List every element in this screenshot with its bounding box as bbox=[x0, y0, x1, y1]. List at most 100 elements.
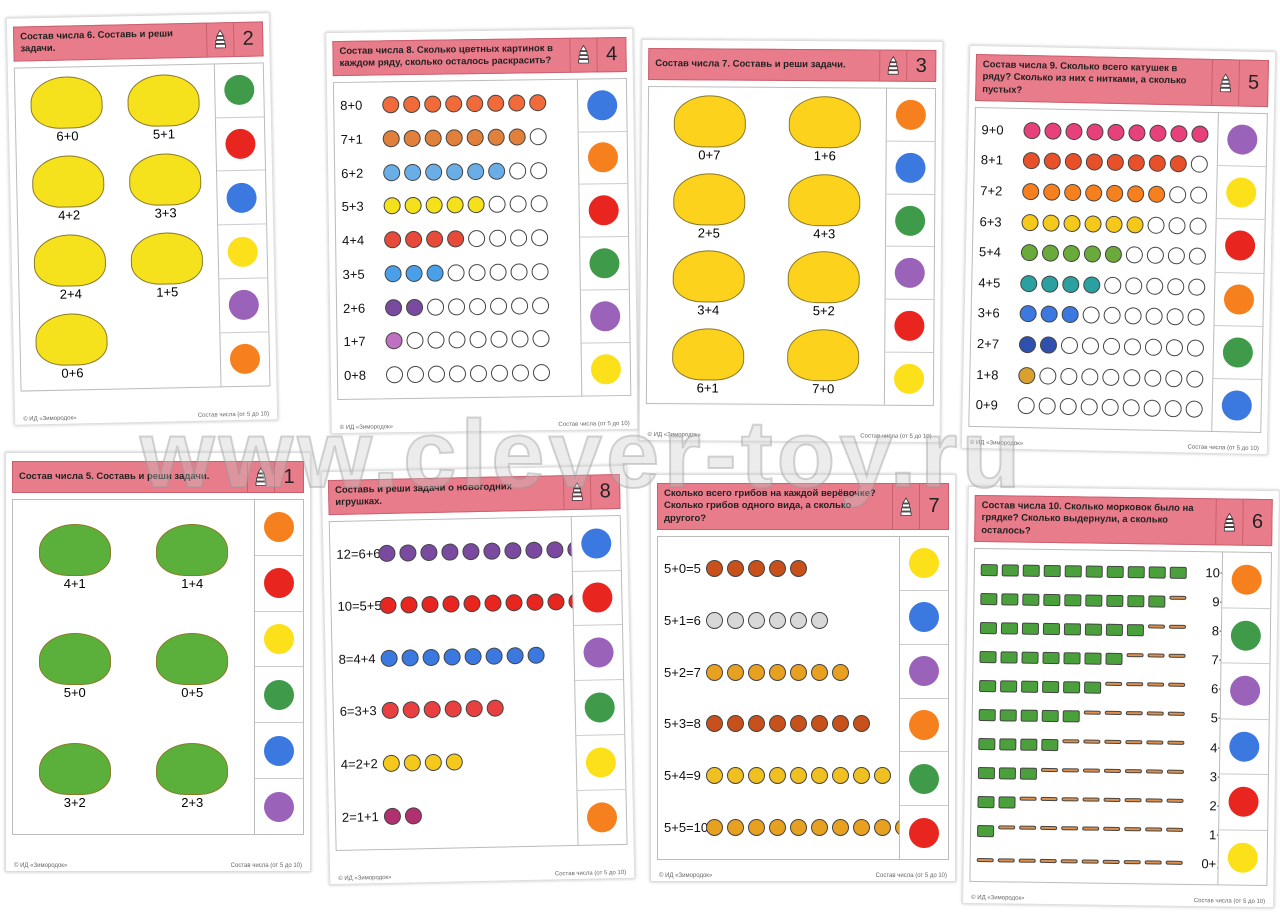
flower-picture bbox=[31, 154, 105, 208]
picture-item bbox=[1083, 245, 1102, 263]
row-items bbox=[978, 708, 1185, 724]
picture-item bbox=[1061, 797, 1079, 802]
row-items bbox=[706, 663, 893, 681]
picture-item bbox=[427, 365, 446, 383]
equation-label: 5+0 bbox=[63, 685, 86, 701]
color-cell bbox=[580, 289, 630, 344]
equation-label: 3+7 bbox=[1209, 768, 1223, 785]
row-items bbox=[382, 94, 571, 114]
card-2: Состав числа 6. Составь и реши задачи. 2 6… bbox=[5, 12, 279, 426]
picture-item bbox=[467, 196, 485, 214]
picture-item bbox=[1125, 246, 1144, 264]
picture-item bbox=[530, 195, 548, 213]
picture-row: 10+0 bbox=[980, 562, 1222, 581]
equation-label: 5+5=10 bbox=[664, 819, 709, 835]
equation-label: 1+6 bbox=[813, 148, 836, 164]
yellow-circle bbox=[264, 624, 294, 655]
yellow-circle bbox=[893, 363, 925, 394]
publisher-label: © ИД «Зимородок» bbox=[14, 863, 68, 869]
picture-item bbox=[1063, 651, 1081, 665]
picture-item bbox=[1122, 399, 1140, 417]
picture-item bbox=[1022, 564, 1040, 577]
card-number: 6 bbox=[1242, 499, 1272, 546]
card-header: Сколько всего грибов на каждой верёвочке… bbox=[657, 483, 949, 531]
orange-circle bbox=[586, 801, 618, 833]
honeycomb-picture bbox=[672, 172, 746, 226]
color-cell bbox=[578, 131, 628, 185]
picture-item bbox=[1105, 652, 1123, 665]
picture-item bbox=[1166, 798, 1184, 804]
picture-item bbox=[462, 542, 480, 560]
picture-row: 0+10 bbox=[976, 853, 1222, 871]
picture-item bbox=[463, 595, 481, 613]
equation-label: 1+9 bbox=[1208, 827, 1223, 843]
red-circle bbox=[894, 310, 925, 342]
picture-item bbox=[508, 94, 526, 112]
picture-item bbox=[1189, 217, 1207, 235]
picture-item bbox=[727, 560, 744, 578]
card-body: 8+0 7+1 6+2 5+3 4+4 3+5 2+6 1+7 0+8 bbox=[332, 77, 632, 400]
picture-item bbox=[1084, 214, 1102, 233]
picture-item bbox=[1105, 623, 1124, 636]
equation-label: 8=4+4 bbox=[338, 650, 376, 667]
picture-item bbox=[547, 593, 565, 611]
honeycomb-picture bbox=[672, 250, 745, 303]
picture-item bbox=[509, 229, 528, 247]
picture-item bbox=[748, 766, 765, 784]
picture-item bbox=[1042, 651, 1060, 664]
equation-label: 5+3 bbox=[341, 199, 364, 215]
purple-circle bbox=[1229, 675, 1261, 707]
picture-item bbox=[489, 263, 507, 281]
picture-item bbox=[1146, 740, 1164, 745]
picture-item bbox=[1125, 276, 1143, 295]
picture-item bbox=[1063, 681, 1081, 694]
equation-label: 1+4 bbox=[181, 576, 204, 592]
card-title: Состав числа 10. Сколько морковок было н… bbox=[981, 500, 1194, 537]
picture-item bbox=[1082, 306, 1100, 325]
picture-item bbox=[1102, 337, 1121, 356]
color-cell bbox=[580, 237, 629, 291]
picture-item bbox=[427, 331, 445, 350]
picture-item bbox=[979, 621, 998, 634]
picture-item bbox=[1103, 307, 1121, 325]
picture-row: 2+7 bbox=[977, 335, 1207, 357]
color-cell bbox=[1219, 774, 1268, 831]
color-cell bbox=[219, 278, 269, 334]
picture-item bbox=[511, 364, 530, 382]
publisher-label: © ИД «Зимородок» bbox=[647, 432, 701, 439]
series-label: Состав числа (от 5 до 10) bbox=[197, 411, 270, 419]
row-items bbox=[977, 796, 1184, 811]
card-content: 5+0=5 5+1=6 5+2=7 5+3=8 5+4=9 5+5=10 bbox=[658, 537, 899, 859]
picture-item bbox=[531, 296, 550, 314]
yellow-circle bbox=[590, 353, 622, 385]
picture-item bbox=[1019, 796, 1037, 802]
picture-item bbox=[445, 753, 463, 771]
picture-item bbox=[483, 542, 501, 560]
red-circle bbox=[264, 568, 294, 599]
picture-item bbox=[380, 649, 398, 667]
picture-item bbox=[790, 663, 807, 681]
picture-item bbox=[382, 754, 401, 773]
card-title: Состав числа 5. Составь и реши задачи. bbox=[19, 470, 210, 482]
picture-item bbox=[832, 766, 849, 784]
picture-item bbox=[874, 818, 891, 836]
picture-item bbox=[446, 162, 464, 181]
equation-label: 2+5 bbox=[697, 225, 720, 241]
picture-item bbox=[1022, 152, 1041, 170]
honeycomb-picture bbox=[673, 95, 746, 148]
row-items bbox=[1022, 152, 1211, 174]
card-3: Состав числа 7. Составь и реши задачи. 3 0… bbox=[638, 38, 944, 444]
picture-row: 3+6 bbox=[977, 304, 1207, 327]
picture-item bbox=[510, 297, 529, 315]
picture-item bbox=[1190, 155, 1208, 174]
row-items bbox=[706, 560, 893, 578]
picture-item bbox=[383, 231, 402, 249]
card-number: 4 bbox=[596, 37, 626, 72]
picture-item bbox=[1147, 653, 1165, 658]
picture-item bbox=[1060, 336, 1079, 355]
color-cell bbox=[1216, 166, 1266, 221]
picture-item bbox=[1106, 154, 1125, 172]
picture-item bbox=[1127, 185, 1145, 203]
equation-label: 5+4=9 bbox=[664, 767, 701, 783]
picture-item bbox=[488, 196, 506, 214]
